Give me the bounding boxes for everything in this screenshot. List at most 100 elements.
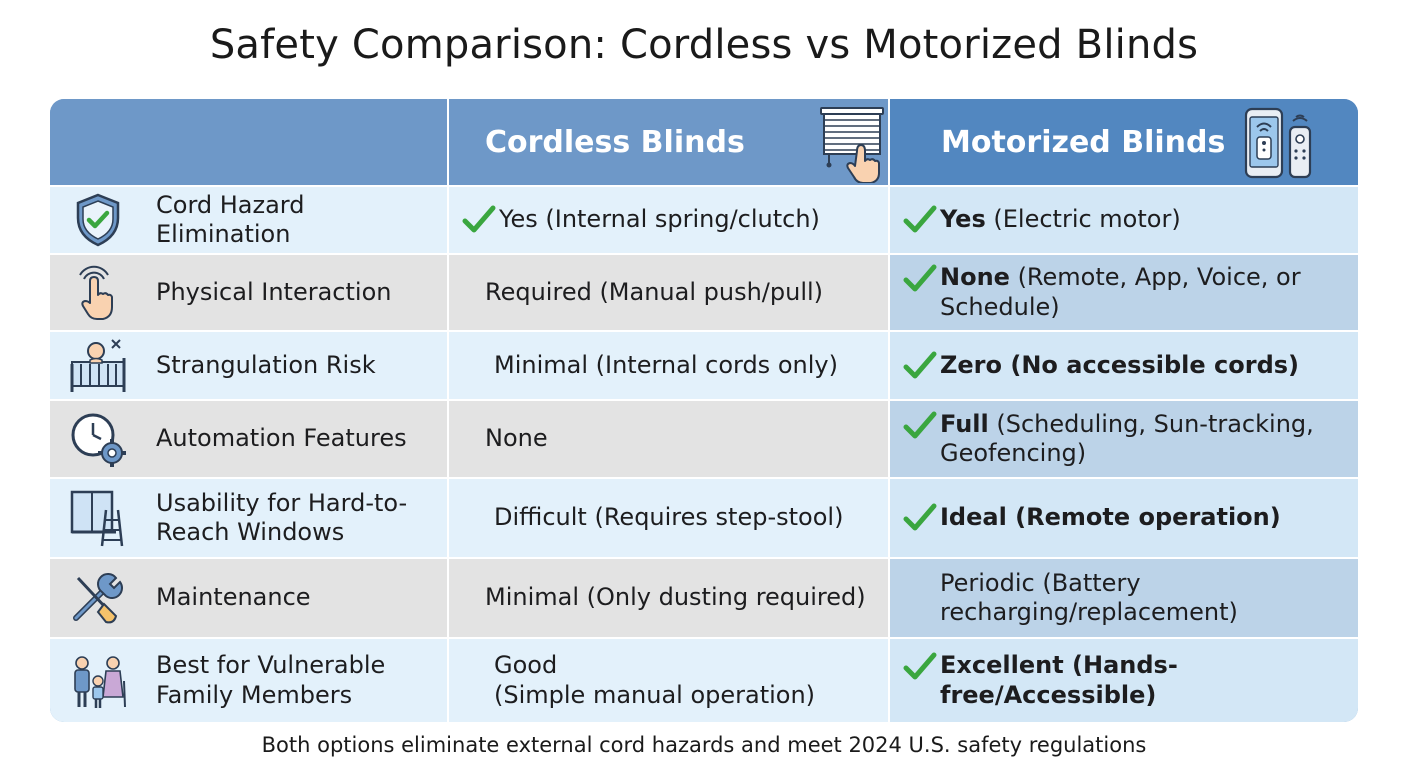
table-row: Strangulation Risk Minimal (Internal cord…	[50, 332, 1358, 399]
feature-label-line: Strangulation Risk	[156, 350, 376, 379]
row-divider	[50, 185, 1358, 187]
check-icon	[462, 205, 496, 235]
cordless-text: Difficult (Requires step-stool)	[494, 503, 843, 532]
cordless-text: None	[485, 424, 548, 453]
cordless-text-line: Yes (Internal spring/clutch)	[499, 205, 820, 234]
feature-label: Cord Hazard Elimination	[156, 191, 439, 250]
row-divider	[50, 557, 1358, 559]
feature-label-line: Maintenance	[156, 583, 311, 612]
table-row: Usability for Hard-to- Reach Windows Diffi…	[50, 479, 1358, 557]
table-row: Automation Features None Full (Scheduling,…	[50, 401, 1358, 477]
feature-cell: Automation Features	[50, 401, 447, 477]
motorized-text: None (Remote, App, Voice, or Schedule)	[940, 263, 1340, 322]
table-row: Physical Interaction Required (Manual pus…	[50, 255, 1358, 330]
check-icon	[903, 351, 937, 381]
motorized-value: Ideal (Remote operation)	[890, 503, 1281, 533]
hand-tap-icon	[68, 263, 128, 323]
cordless-text-line: Good	[494, 651, 558, 680]
row-divider	[50, 253, 1358, 255]
feature-label-line: Reach Windows	[156, 518, 345, 546]
motorized-value: Full (Scheduling, Sun-tracking, Geofenci…	[890, 410, 1340, 469]
window-blind-hand-icon	[820, 107, 884, 183]
motorized-text-rest: Periodic (Battery recharging/replacement…	[940, 568, 1238, 626]
table-row: Cord Hazard Elimination Yes (Internal spri…	[50, 187, 1358, 253]
check-icon	[903, 264, 937, 294]
motorized-cell: None (Remote, App, Voice, or Schedule)	[890, 255, 1358, 330]
cordless-cell: Yes (Internal spring/clutch)	[449, 187, 888, 253]
cordless-cell: Required (Manual push/pull)	[449, 255, 888, 330]
feature-cell: Physical Interaction	[50, 255, 447, 330]
feature-label: Usability for Hard-to- Reach Windows	[156, 489, 439, 548]
row-divider	[50, 330, 1358, 332]
phone-remote-icon	[1244, 107, 1312, 179]
feature-label-line: Cord Hazard	[156, 190, 305, 219]
motorized-text-rest: (Electric motor)	[985, 205, 1181, 234]
cordless-text: Required (Manual push/pull)	[485, 278, 823, 307]
motorized-cell: Excellent (Hands-free/Accessible)	[890, 639, 1358, 722]
feature-cell: Maintenance	[50, 559, 447, 637]
window-ladder-icon	[68, 488, 128, 548]
feature-label: Strangulation Risk	[156, 351, 439, 380]
motorized-value: None (Remote, App, Voice, or Schedule)	[890, 263, 1340, 322]
check-icon	[903, 503, 937, 533]
motorized-value: Periodic (Battery recharging/replacement…	[890, 569, 1270, 628]
cordless-text: Minimal (Only dusting required)	[485, 583, 866, 612]
cordless-value: Minimal (Internal cords only)	[449, 351, 838, 380]
footer-note: Both options eliminate external cord haz…	[261, 733, 1147, 757]
cordless-cell: Difficult (Requires step-stool)	[449, 479, 888, 557]
feature-label: Maintenance	[156, 583, 439, 612]
check-icon	[903, 411, 937, 441]
cordless-value: Required (Manual push/pull)	[449, 278, 823, 307]
cordless-text-line: Minimal (Only dusting required)	[485, 583, 866, 612]
header-cordless-label: Cordless Blinds	[485, 124, 745, 160]
motorized-cell: Zero (No accessible cords)	[890, 332, 1358, 399]
feature-label-line: Physical Interaction	[156, 277, 392, 306]
cordless-value: Yes (Internal spring/clutch)	[449, 205, 820, 235]
shield-check-icon	[68, 190, 128, 250]
motorized-cell: Periodic (Battery recharging/replacement…	[890, 559, 1358, 637]
check-icon	[903, 205, 937, 235]
motorized-cell: Full (Scheduling, Sun-tracking, Geofenci…	[890, 401, 1358, 477]
check-icon	[903, 652, 937, 682]
cordless-text: Good (Simple manual operation)	[494, 651, 815, 710]
feature-label-line: Usability for Hard-to-	[156, 488, 408, 517]
motorized-value: Excellent (Hands-free/Accessible)	[890, 651, 1280, 710]
cordless-cell: Good (Simple manual operation)	[449, 639, 888, 722]
feature-label: Best for Vulnerable Family Members	[156, 651, 439, 710]
header-blank-cell	[50, 99, 447, 185]
motorized-text: Zero (No accessible cords)	[940, 351, 1299, 380]
table-row: Maintenance Minimal (Only dusting require…	[50, 559, 1358, 637]
cordless-text: Minimal (Internal cords only)	[494, 351, 838, 380]
feature-cell: Cord Hazard Elimination	[50, 187, 447, 253]
motorized-text: Yes (Electric motor)	[940, 205, 1181, 234]
motorized-value: Yes (Electric motor)	[890, 205, 1181, 235]
motorized-value: Zero (No accessible cords)	[890, 351, 1299, 381]
feature-cell: Strangulation Risk	[50, 332, 447, 399]
cordless-text-line: None	[485, 424, 548, 453]
cordless-text-line: Required (Manual push/pull)	[485, 277, 824, 306]
baby-crib-icon	[68, 336, 128, 396]
cordless-text: Yes (Internal spring/clutch)	[499, 205, 820, 234]
feature-label: Automation Features	[156, 424, 439, 453]
row-divider	[50, 637, 1358, 639]
feature-label-line: Family Members	[156, 680, 353, 709]
feature-cell: Best for Vulnerable Family Members	[50, 639, 447, 722]
motorized-text-bold: Zero (No accessible cords)	[940, 350, 1300, 379]
cordless-text-line: Difficult (Requires step-stool)	[494, 503, 844, 532]
motorized-text-bold: Yes	[940, 205, 986, 234]
cordless-cell: Minimal (Internal cords only)	[449, 332, 888, 399]
clock-gear-icon	[68, 409, 128, 469]
motorized-text-bold: Ideal (Remote operation)	[940, 503, 1281, 532]
cordless-text-line: (Simple manual operation)	[494, 680, 816, 709]
motorized-text: Ideal (Remote operation)	[940, 503, 1281, 532]
row-divider	[50, 399, 1358, 401]
table-row: Best for Vulnerable Family Members Good (Si…	[50, 639, 1358, 722]
cordless-value: Difficult (Requires step-stool)	[449, 503, 843, 532]
cordless-value: Minimal (Only dusting required)	[449, 583, 866, 612]
motorized-text-bold: None	[940, 263, 1010, 292]
header-cordless: Cordless Blinds	[449, 99, 888, 185]
motorized-text: Periodic (Battery recharging/replacement…	[940, 569, 1270, 628]
motorized-text: Full (Scheduling, Sun-tracking, Geofenci…	[940, 410, 1340, 469]
tools-brush-icon	[68, 568, 128, 628]
motorized-text-bold: Excellent (Hands-free/Accessible)	[940, 651, 1178, 709]
